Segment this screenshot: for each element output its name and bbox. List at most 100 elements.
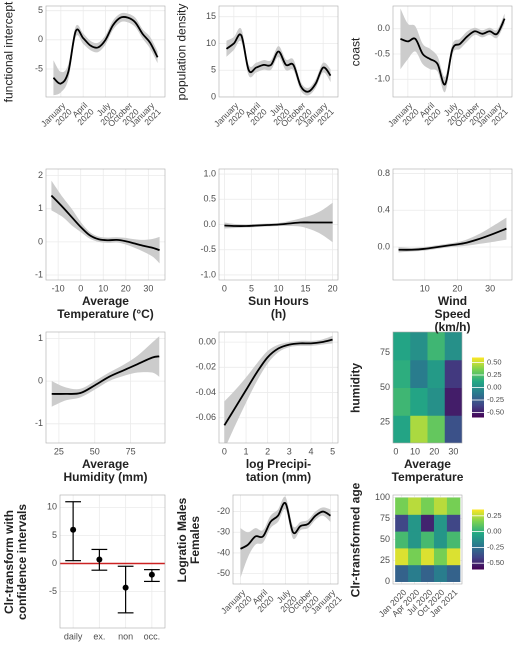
heat-cell bbox=[433, 514, 448, 532]
y-tick-label: 0.0 bbox=[377, 23, 390, 33]
heat-cell bbox=[433, 531, 448, 549]
y-tick-label: 5 bbox=[211, 65, 216, 75]
y-tick-label: -50 bbox=[217, 568, 230, 578]
point bbox=[122, 584, 129, 591]
y-tick-label: 5 bbox=[52, 530, 57, 540]
heat-cell bbox=[444, 332, 462, 361]
panel-border bbox=[232, 494, 339, 585]
y-tick-label: 0 bbox=[38, 236, 43, 246]
heat-cell bbox=[410, 359, 428, 388]
heat-cell bbox=[395, 547, 409, 566]
heat-cell bbox=[446, 531, 461, 549]
y-tick-label: -1.0 bbox=[200, 269, 216, 279]
x-tick-label: 0 bbox=[222, 446, 227, 456]
panel bbox=[393, 332, 462, 443]
y-tick-label: 2 bbox=[38, 170, 43, 180]
heat-cell bbox=[410, 415, 428, 443]
y-axis-label: Clr-transform with confidence intervals bbox=[1, 503, 29, 620]
y-tick-label: -1.0 bbox=[374, 74, 390, 84]
heat-cell bbox=[408, 497, 422, 515]
x-tick-label: 10 bbox=[410, 446, 420, 456]
heat-cell bbox=[393, 359, 411, 388]
y-tick-label: 0.5 bbox=[203, 194, 216, 204]
panel bbox=[393, 6, 512, 97]
y-tick-label: 25 bbox=[380, 417, 390, 427]
heat-cell bbox=[395, 564, 409, 582]
y-tick-label: 25 bbox=[380, 555, 390, 565]
y-tick-label: -1 bbox=[35, 418, 43, 428]
point bbox=[96, 556, 103, 563]
colorbar-label: 0.50 bbox=[487, 357, 502, 366]
y-tick-label: 0 bbox=[38, 375, 43, 385]
heat-cell bbox=[408, 564, 422, 582]
x-tick-label: 10 bbox=[420, 283, 430, 293]
y-tick-label: -5 bbox=[35, 63, 43, 73]
x-axis-label: Average Temperature bbox=[391, 457, 464, 485]
line bbox=[240, 501, 331, 550]
y-tick-label: 0.4 bbox=[377, 205, 390, 215]
x-tick-label: occ. bbox=[144, 631, 161, 641]
panel-border bbox=[392, 331, 463, 444]
heat-cell bbox=[408, 531, 422, 549]
x-tick-label: 15 bbox=[301, 283, 311, 293]
heat-cell bbox=[427, 415, 446, 443]
x-tick-label: 5 bbox=[330, 446, 335, 456]
panel-border bbox=[392, 494, 463, 585]
y-tick-label: 0.0 bbox=[377, 241, 390, 251]
x-tick-label: non bbox=[118, 631, 133, 641]
x-tick-label: 25 bbox=[54, 446, 64, 456]
line bbox=[224, 221, 333, 227]
line bbox=[223, 338, 333, 426]
y-tick-label: 1.0 bbox=[203, 168, 216, 178]
y-tick-label: 0.8 bbox=[377, 168, 390, 178]
panel-border bbox=[45, 331, 166, 444]
y-axis-label: functional intercept bbox=[1, 1, 16, 102]
x-tick-label: -10 bbox=[52, 283, 65, 293]
heat-cell bbox=[427, 332, 446, 361]
y-tick-label: 50 bbox=[380, 534, 390, 544]
panel bbox=[393, 495, 462, 584]
line bbox=[51, 355, 160, 395]
line bbox=[400, 18, 506, 86]
heat-cell bbox=[444, 359, 462, 388]
colorbar-label: -0.50 bbox=[487, 407, 504, 416]
line bbox=[398, 227, 507, 251]
y-tick-label: 10 bbox=[206, 38, 216, 48]
x-tick-label: 75 bbox=[126, 446, 136, 456]
y-tick-label: -0.5 bbox=[200, 244, 216, 254]
x-tick-label: 2 bbox=[265, 446, 270, 456]
x-axis-label: Wind Speed (km/h) bbox=[434, 294, 471, 335]
heat-cell bbox=[410, 387, 428, 416]
heat-cell bbox=[421, 531, 435, 549]
heat-cell bbox=[421, 564, 435, 582]
panel-border bbox=[218, 331, 339, 444]
y-tick-label: -5 bbox=[49, 586, 57, 596]
x-axis-label: Sun Hours (h) bbox=[248, 294, 309, 322]
colorbar-label: 0.25 bbox=[487, 370, 502, 379]
heat-cell bbox=[395, 497, 409, 515]
heat-cell bbox=[395, 514, 409, 532]
y-tick-label: 75 bbox=[380, 513, 390, 523]
y-tick-label: -0.02 bbox=[195, 362, 216, 372]
point bbox=[148, 571, 155, 578]
heat-cell bbox=[427, 387, 446, 416]
panel-border bbox=[218, 5, 339, 98]
y-tick-label: -20 bbox=[217, 506, 230, 516]
heat-cell bbox=[446, 514, 461, 532]
colorbar-label: 0.00 bbox=[487, 382, 502, 391]
y-tick-label: 0 bbox=[211, 91, 216, 101]
panel-background bbox=[46, 169, 165, 280]
y-axis-label: Logratio Males Females bbox=[174, 497, 202, 582]
y-tick-label: 50 bbox=[380, 382, 390, 392]
colorbar-label: -0.25 bbox=[487, 542, 504, 551]
x-tick-label: 1 bbox=[244, 446, 249, 456]
heat-cell bbox=[393, 415, 411, 443]
x-tick-label: 30 bbox=[485, 283, 495, 293]
heat-cell bbox=[393, 387, 411, 416]
y-tick-label: 0 bbox=[385, 576, 390, 586]
panel bbox=[219, 6, 338, 97]
x-tick-label: 10 bbox=[98, 283, 108, 293]
x-tick-label: 3 bbox=[287, 446, 292, 456]
point bbox=[70, 526, 77, 533]
